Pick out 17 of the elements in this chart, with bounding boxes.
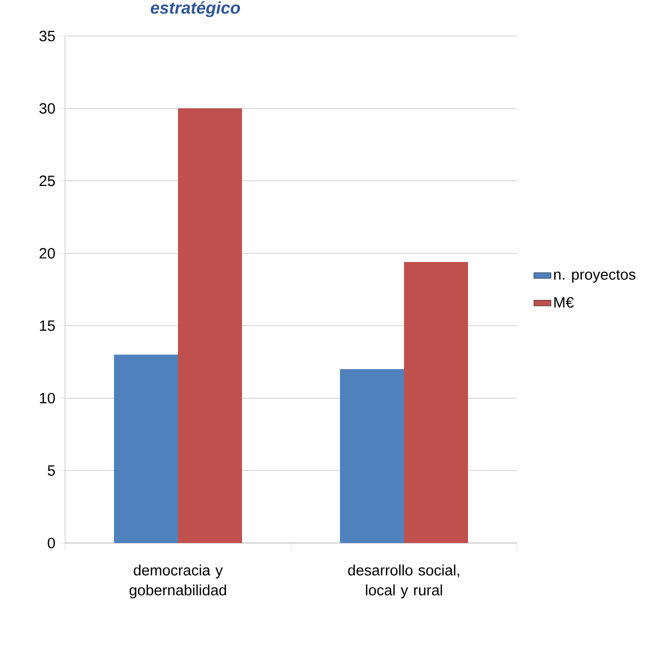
y-tick-label: 10: [40, 392, 55, 404]
chart-title: estratégico: [150, 1, 240, 18]
legend-label: n. proyectos: [554, 270, 636, 283]
y-tick-label: 5: [48, 465, 55, 476]
bar: [404, 262, 468, 543]
y-tick-label: 25: [40, 176, 55, 186]
y-tick-label: 35: [39, 30, 55, 42]
bar: [114, 354, 178, 543]
x-tick-label: desarrollo social, local y rural: [348, 564, 460, 598]
y-tick-label: 0: [48, 538, 55, 548]
y-tick-label: 15: [40, 320, 55, 331]
bar: [178, 108, 242, 543]
y-tick-label: 30: [39, 103, 55, 114]
legend-label: M€: [554, 297, 574, 308]
bar: [340, 369, 404, 543]
x-tick-label: democracia y gobernabilidad: [130, 564, 226, 598]
y-tick-label: 20: [40, 248, 55, 259]
